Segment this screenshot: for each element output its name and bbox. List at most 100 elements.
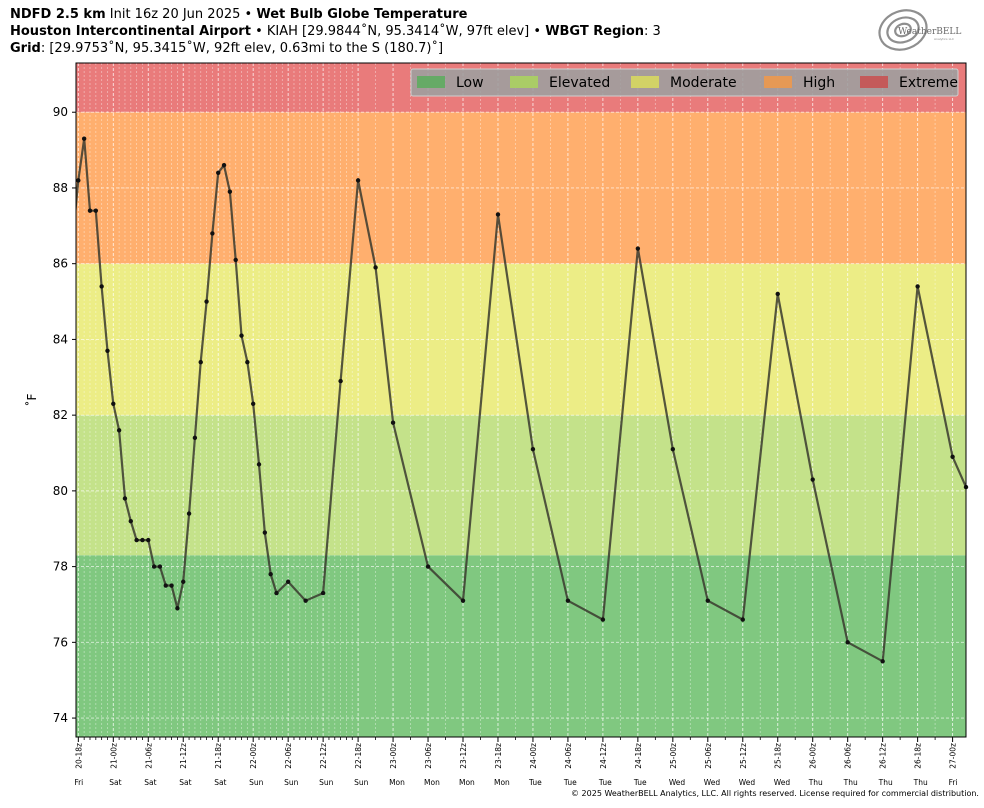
data-point [268, 571, 273, 577]
station-info: KIAH [29.9844˚N, 95.3414˚W, 97ft elev] [266, 24, 530, 39]
category-bands [76, 63, 966, 737]
x-tick-label: 25-06z [704, 743, 713, 769]
x-tick-label: 25-00z [669, 743, 678, 769]
x-tick-label: 21-06z [144, 743, 153, 769]
separator: • [255, 24, 263, 39]
data-point [76, 178, 81, 183]
grid-label: Grid [10, 41, 41, 56]
plot-frame [75, 62, 967, 738]
x-tick-label: 21-12z [179, 743, 188, 769]
data-point [740, 617, 745, 622]
y-tick-label: 78 [53, 560, 68, 574]
x-day-label: Sun [319, 778, 334, 787]
data-point [880, 659, 885, 664]
data-point [111, 401, 116, 406]
data-point [355, 178, 361, 183]
x-day-label: Tue [528, 778, 542, 787]
station-name: Houston Intercontinental Airport [10, 24, 251, 39]
region-label: WBGT Region [545, 24, 645, 39]
x-tick-label: 26-12z [879, 743, 888, 769]
x-tick-label: 21-00z [109, 743, 118, 769]
x-day-label: Tue [598, 778, 612, 787]
data-point [845, 640, 850, 645]
legend-label-elevated: Elevated [549, 75, 610, 91]
x-tick-label: 22-00z [249, 743, 258, 769]
data-point [565, 598, 571, 603]
init-time: Init 16z 20 Jun 2025 [109, 7, 241, 22]
model-name: NDFD 2.5 km [10, 7, 106, 22]
data-point [175, 606, 180, 611]
data-point [262, 530, 268, 535]
data-point [186, 511, 192, 516]
x-day-label: Mon [424, 778, 440, 787]
x-day-label: Mon [459, 778, 475, 787]
data-point [274, 590, 279, 596]
legend-swatch-elevated [510, 76, 538, 88]
legend-swatch-low [417, 76, 445, 88]
data-point [250, 401, 256, 406]
title-line-3: Grid: [29.9753˚N, 95.3415˚W, 92ft elev, … [10, 40, 443, 57]
x-day-label: Wed [774, 778, 791, 787]
data-point [495, 212, 501, 217]
grid-lines [76, 63, 966, 737]
x-tick-label: 25-12z [739, 743, 748, 769]
x-day-label: Tue [633, 778, 647, 787]
x-day-label: Thu [843, 778, 858, 787]
y-axis: 74 76 78 80 82 84 86 88 90 [53, 105, 76, 725]
y-tick-label: 80 [53, 484, 68, 498]
x-tick-label: 24-00z [529, 743, 538, 769]
x-tick-label: 22-12z [319, 743, 328, 769]
data-point [122, 496, 128, 501]
x-day-label: Sat [179, 778, 191, 787]
data-point [245, 359, 250, 365]
data-point [99, 284, 104, 289]
data-point [390, 420, 396, 425]
data-point [204, 299, 209, 304]
x-day-label: Fri [74, 778, 83, 787]
data-point [210, 231, 215, 236]
legend-swatch-extreme [860, 76, 888, 88]
weatherbell-logo: WeatherBELL Analytics LLC [878, 9, 961, 51]
x-tick-label: 27-00z [949, 743, 958, 769]
x-tick-label: 26-18z [914, 743, 923, 769]
data-point [93, 208, 99, 213]
x-tick-label: 23-18z [494, 743, 503, 769]
title-line-2: Houston Intercontinental Airport • KIAH … [10, 23, 661, 40]
y-tick-label: 76 [53, 635, 68, 649]
x-day-label: Thu [913, 778, 928, 787]
x-tick-label: 23-00z [389, 743, 398, 769]
x-tick-label: 22-18z [354, 743, 363, 769]
y-tick-label: 84 [53, 332, 68, 346]
band-elevated [76, 415, 966, 556]
data-point [256, 462, 262, 467]
legend-label-high: High [803, 75, 835, 91]
legend-label-low: Low [456, 75, 484, 91]
data-point [915, 284, 920, 289]
y-tick-label: 74 [53, 711, 68, 725]
band-low [76, 555, 966, 737]
data-point [216, 170, 221, 176]
data-point [105, 348, 110, 353]
data-point [81, 136, 87, 141]
x-tick-label: 21-18z [214, 743, 223, 769]
data-point [192, 435, 198, 441]
data-point [303, 598, 308, 603]
x-tick-label: 25-18z [774, 743, 783, 769]
data-point [116, 428, 122, 433]
grid-info: : [29.9753˚N, 95.3415˚W, 92ft elev, 0.63… [40, 41, 444, 56]
x-day-label: Thu [878, 778, 893, 787]
data-point [233, 257, 238, 263]
legend: Low Elevated Moderate High Extreme [410, 68, 959, 97]
data-point [146, 537, 151, 543]
x-tick-label: 24-18z [634, 743, 643, 769]
data-point [181, 579, 186, 584]
x-tick-label: 24-12z [599, 743, 608, 769]
data-point [140, 537, 145, 543]
x-day-label: Sun [354, 778, 369, 787]
x-day-label: Sat [109, 778, 121, 787]
x-day-label: Tue [563, 778, 577, 787]
data-point [320, 590, 326, 596]
x-tick-label: 23-06z [424, 743, 433, 769]
x-tick-label: 24-06z [564, 743, 573, 769]
data-point [128, 518, 133, 524]
